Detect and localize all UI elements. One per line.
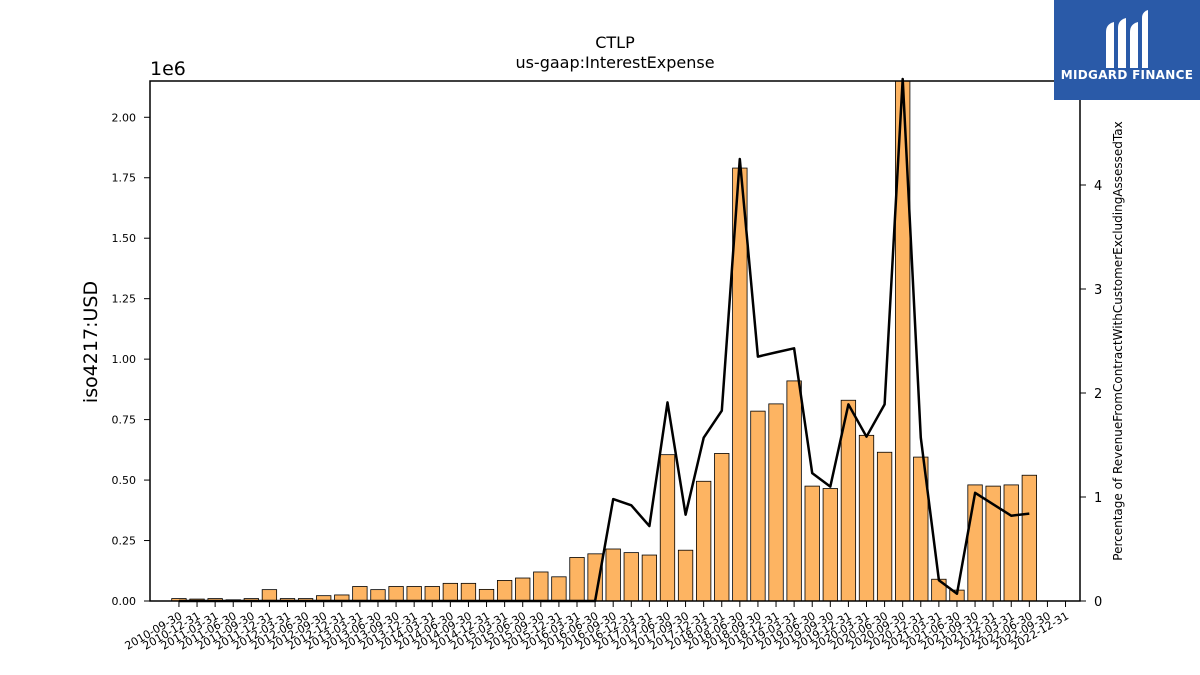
bar (967, 484, 983, 602)
bar (352, 586, 368, 602)
bar (370, 589, 386, 602)
bar (496, 580, 513, 602)
y-tick-label: 1.00 (112, 353, 137, 366)
y-tick-label: 2.00 (112, 111, 137, 124)
midgard-logo-icon (1106, 10, 1148, 68)
bar (623, 552, 639, 602)
bar (424, 586, 440, 602)
bar (1003, 484, 1019, 602)
bar (605, 548, 621, 602)
bar (569, 557, 585, 602)
chart-title: CTLP (595, 33, 635, 52)
y-tick-label: 1.25 (112, 293, 137, 306)
bar (442, 582, 458, 602)
bar (533, 571, 549, 602)
brand-name: MIDGARD FINANCE (1060, 68, 1194, 82)
brand-logo: MIDGARD FINANCE (1054, 0, 1200, 100)
bar (515, 577, 531, 602)
y2-tick-label: 1 (1094, 491, 1102, 506)
bar (750, 410, 766, 602)
bar (406, 586, 422, 602)
bar (858, 434, 875, 602)
bar (768, 403, 784, 602)
chart-subtitle: us-gaap:InterestExpense (515, 53, 714, 72)
y-tick-label: 0.50 (112, 474, 137, 487)
y-axis-label: iso4217:USD (80, 281, 102, 403)
bar (388, 586, 404, 602)
bar (696, 480, 712, 602)
plot-frame (149, 80, 1081, 602)
y2-tick-label: 3 (1094, 283, 1102, 298)
bar (641, 554, 658, 602)
y-tick-label: 1.75 (112, 172, 137, 185)
bar (714, 453, 730, 602)
bar (478, 588, 495, 602)
y-offset-label: 1e6 (150, 58, 186, 80)
bar (460, 582, 477, 602)
bar (786, 380, 802, 602)
y2-tick-label: 0 (1094, 595, 1102, 610)
y2-tick-label: 4 (1094, 179, 1102, 194)
y-tick-label: 0.25 (112, 535, 137, 548)
y-tick-label: 0.75 (112, 414, 137, 427)
y-tick-label: 1.50 (112, 232, 137, 245)
bar (822, 488, 838, 602)
bar (677, 549, 694, 602)
bar (876, 451, 893, 602)
bar (804, 485, 820, 602)
y2-axis-label: Percentage of RevenueFromContractWithCus… (1111, 121, 1125, 560)
bar (1021, 474, 1037, 602)
y-tick-label: 0.00 (112, 595, 137, 608)
y2-tick-label: 2 (1094, 387, 1102, 402)
bar (551, 576, 567, 602)
bar (261, 589, 278, 602)
bar (659, 454, 676, 602)
